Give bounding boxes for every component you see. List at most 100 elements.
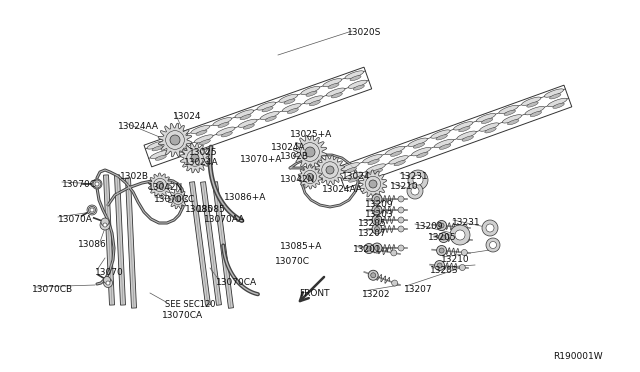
Ellipse shape: [385, 146, 404, 155]
Ellipse shape: [216, 127, 235, 135]
Text: 13025: 13025: [189, 148, 218, 157]
Text: 13210: 13210: [441, 255, 470, 264]
Ellipse shape: [323, 78, 342, 87]
Circle shape: [103, 223, 107, 227]
Ellipse shape: [213, 118, 232, 126]
Ellipse shape: [345, 71, 364, 79]
Polygon shape: [315, 155, 345, 185]
Ellipse shape: [550, 94, 561, 99]
Circle shape: [408, 170, 428, 190]
Text: 13085: 13085: [185, 205, 214, 214]
Text: 1302B: 1302B: [120, 172, 149, 181]
Text: 13070CB: 13070CB: [32, 285, 73, 294]
Ellipse shape: [457, 131, 476, 140]
Circle shape: [463, 237, 469, 243]
Circle shape: [87, 205, 97, 215]
Ellipse shape: [462, 136, 474, 141]
Circle shape: [95, 182, 99, 186]
Ellipse shape: [504, 110, 515, 115]
Ellipse shape: [431, 130, 450, 138]
Circle shape: [398, 226, 404, 232]
Circle shape: [461, 225, 467, 231]
Polygon shape: [125, 178, 136, 308]
Ellipse shape: [527, 102, 538, 107]
Ellipse shape: [502, 115, 522, 123]
Text: 13210: 13210: [390, 182, 419, 191]
Circle shape: [374, 246, 380, 250]
Circle shape: [392, 280, 397, 286]
Ellipse shape: [459, 126, 470, 132]
Circle shape: [175, 196, 181, 202]
Ellipse shape: [152, 146, 163, 151]
Ellipse shape: [481, 118, 493, 124]
Circle shape: [101, 218, 109, 226]
Ellipse shape: [284, 99, 295, 104]
Text: 13070C: 13070C: [275, 257, 310, 266]
Polygon shape: [148, 173, 172, 197]
Circle shape: [435, 260, 445, 270]
Circle shape: [374, 208, 380, 212]
Circle shape: [305, 147, 315, 157]
Circle shape: [372, 243, 382, 253]
Circle shape: [482, 220, 498, 236]
Text: 13203: 13203: [430, 266, 459, 275]
Text: R190001W: R190001W: [553, 352, 603, 361]
Text: 13070C: 13070C: [62, 180, 97, 189]
Circle shape: [413, 175, 423, 185]
Circle shape: [436, 221, 447, 231]
Text: 13086+A: 13086+A: [224, 193, 266, 202]
Text: 13231: 13231: [452, 218, 481, 227]
Ellipse shape: [553, 103, 564, 108]
Ellipse shape: [368, 159, 380, 164]
Circle shape: [92, 179, 102, 189]
Text: 13203: 13203: [365, 210, 394, 219]
Circle shape: [367, 246, 371, 251]
Ellipse shape: [479, 123, 499, 131]
Ellipse shape: [454, 122, 473, 130]
Circle shape: [407, 183, 423, 199]
Ellipse shape: [476, 113, 495, 122]
Text: 13205: 13205: [358, 219, 387, 228]
Ellipse shape: [279, 94, 298, 102]
Text: 13085+A: 13085+A: [280, 242, 323, 251]
Text: 13205: 13205: [428, 233, 456, 242]
Ellipse shape: [394, 160, 405, 166]
Circle shape: [364, 244, 374, 254]
Ellipse shape: [306, 91, 317, 96]
Circle shape: [326, 166, 334, 174]
Text: 13202: 13202: [362, 290, 390, 299]
Ellipse shape: [525, 106, 545, 115]
Circle shape: [157, 182, 163, 189]
Circle shape: [398, 217, 404, 223]
Polygon shape: [158, 123, 192, 157]
Ellipse shape: [191, 125, 210, 134]
Circle shape: [398, 196, 404, 202]
Text: 13024AA: 13024AA: [118, 122, 159, 131]
Ellipse shape: [199, 140, 211, 145]
Ellipse shape: [195, 135, 213, 143]
Ellipse shape: [196, 130, 207, 135]
Circle shape: [461, 250, 467, 256]
Ellipse shape: [413, 143, 425, 148]
Circle shape: [372, 194, 382, 204]
Ellipse shape: [499, 105, 518, 113]
Circle shape: [436, 246, 447, 256]
Ellipse shape: [240, 115, 251, 120]
Circle shape: [455, 230, 465, 240]
Circle shape: [104, 276, 111, 283]
Ellipse shape: [544, 89, 564, 97]
Ellipse shape: [353, 85, 364, 90]
Ellipse shape: [260, 111, 279, 119]
Ellipse shape: [389, 155, 408, 164]
Circle shape: [90, 208, 94, 212]
Circle shape: [191, 154, 199, 162]
Ellipse shape: [257, 102, 276, 110]
Text: 13024A: 13024A: [271, 143, 306, 152]
Ellipse shape: [332, 93, 342, 98]
Circle shape: [106, 281, 110, 285]
Ellipse shape: [301, 86, 320, 94]
Circle shape: [460, 264, 465, 270]
Ellipse shape: [390, 151, 402, 156]
Circle shape: [398, 207, 404, 213]
Ellipse shape: [169, 133, 188, 141]
